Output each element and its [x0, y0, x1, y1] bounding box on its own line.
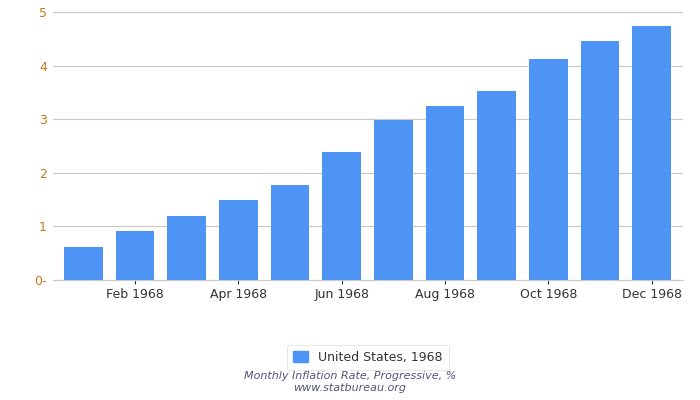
Text: www.statbureau.org: www.statbureau.org [293, 383, 407, 393]
Bar [167, 216, 206, 280]
Bar [64, 247, 103, 280]
Bar [219, 200, 258, 280]
Legend: United States, 1968: United States, 1968 [286, 345, 449, 370]
Bar [580, 42, 620, 280]
Bar [426, 106, 464, 280]
Bar [271, 185, 309, 280]
Bar [477, 91, 516, 280]
Text: Monthly Inflation Rate, Progressive, %: Monthly Inflation Rate, Progressive, % [244, 371, 456, 381]
Bar [529, 59, 568, 280]
Bar [374, 120, 413, 280]
Bar [632, 26, 671, 280]
Bar [322, 152, 361, 280]
Bar [116, 231, 155, 280]
